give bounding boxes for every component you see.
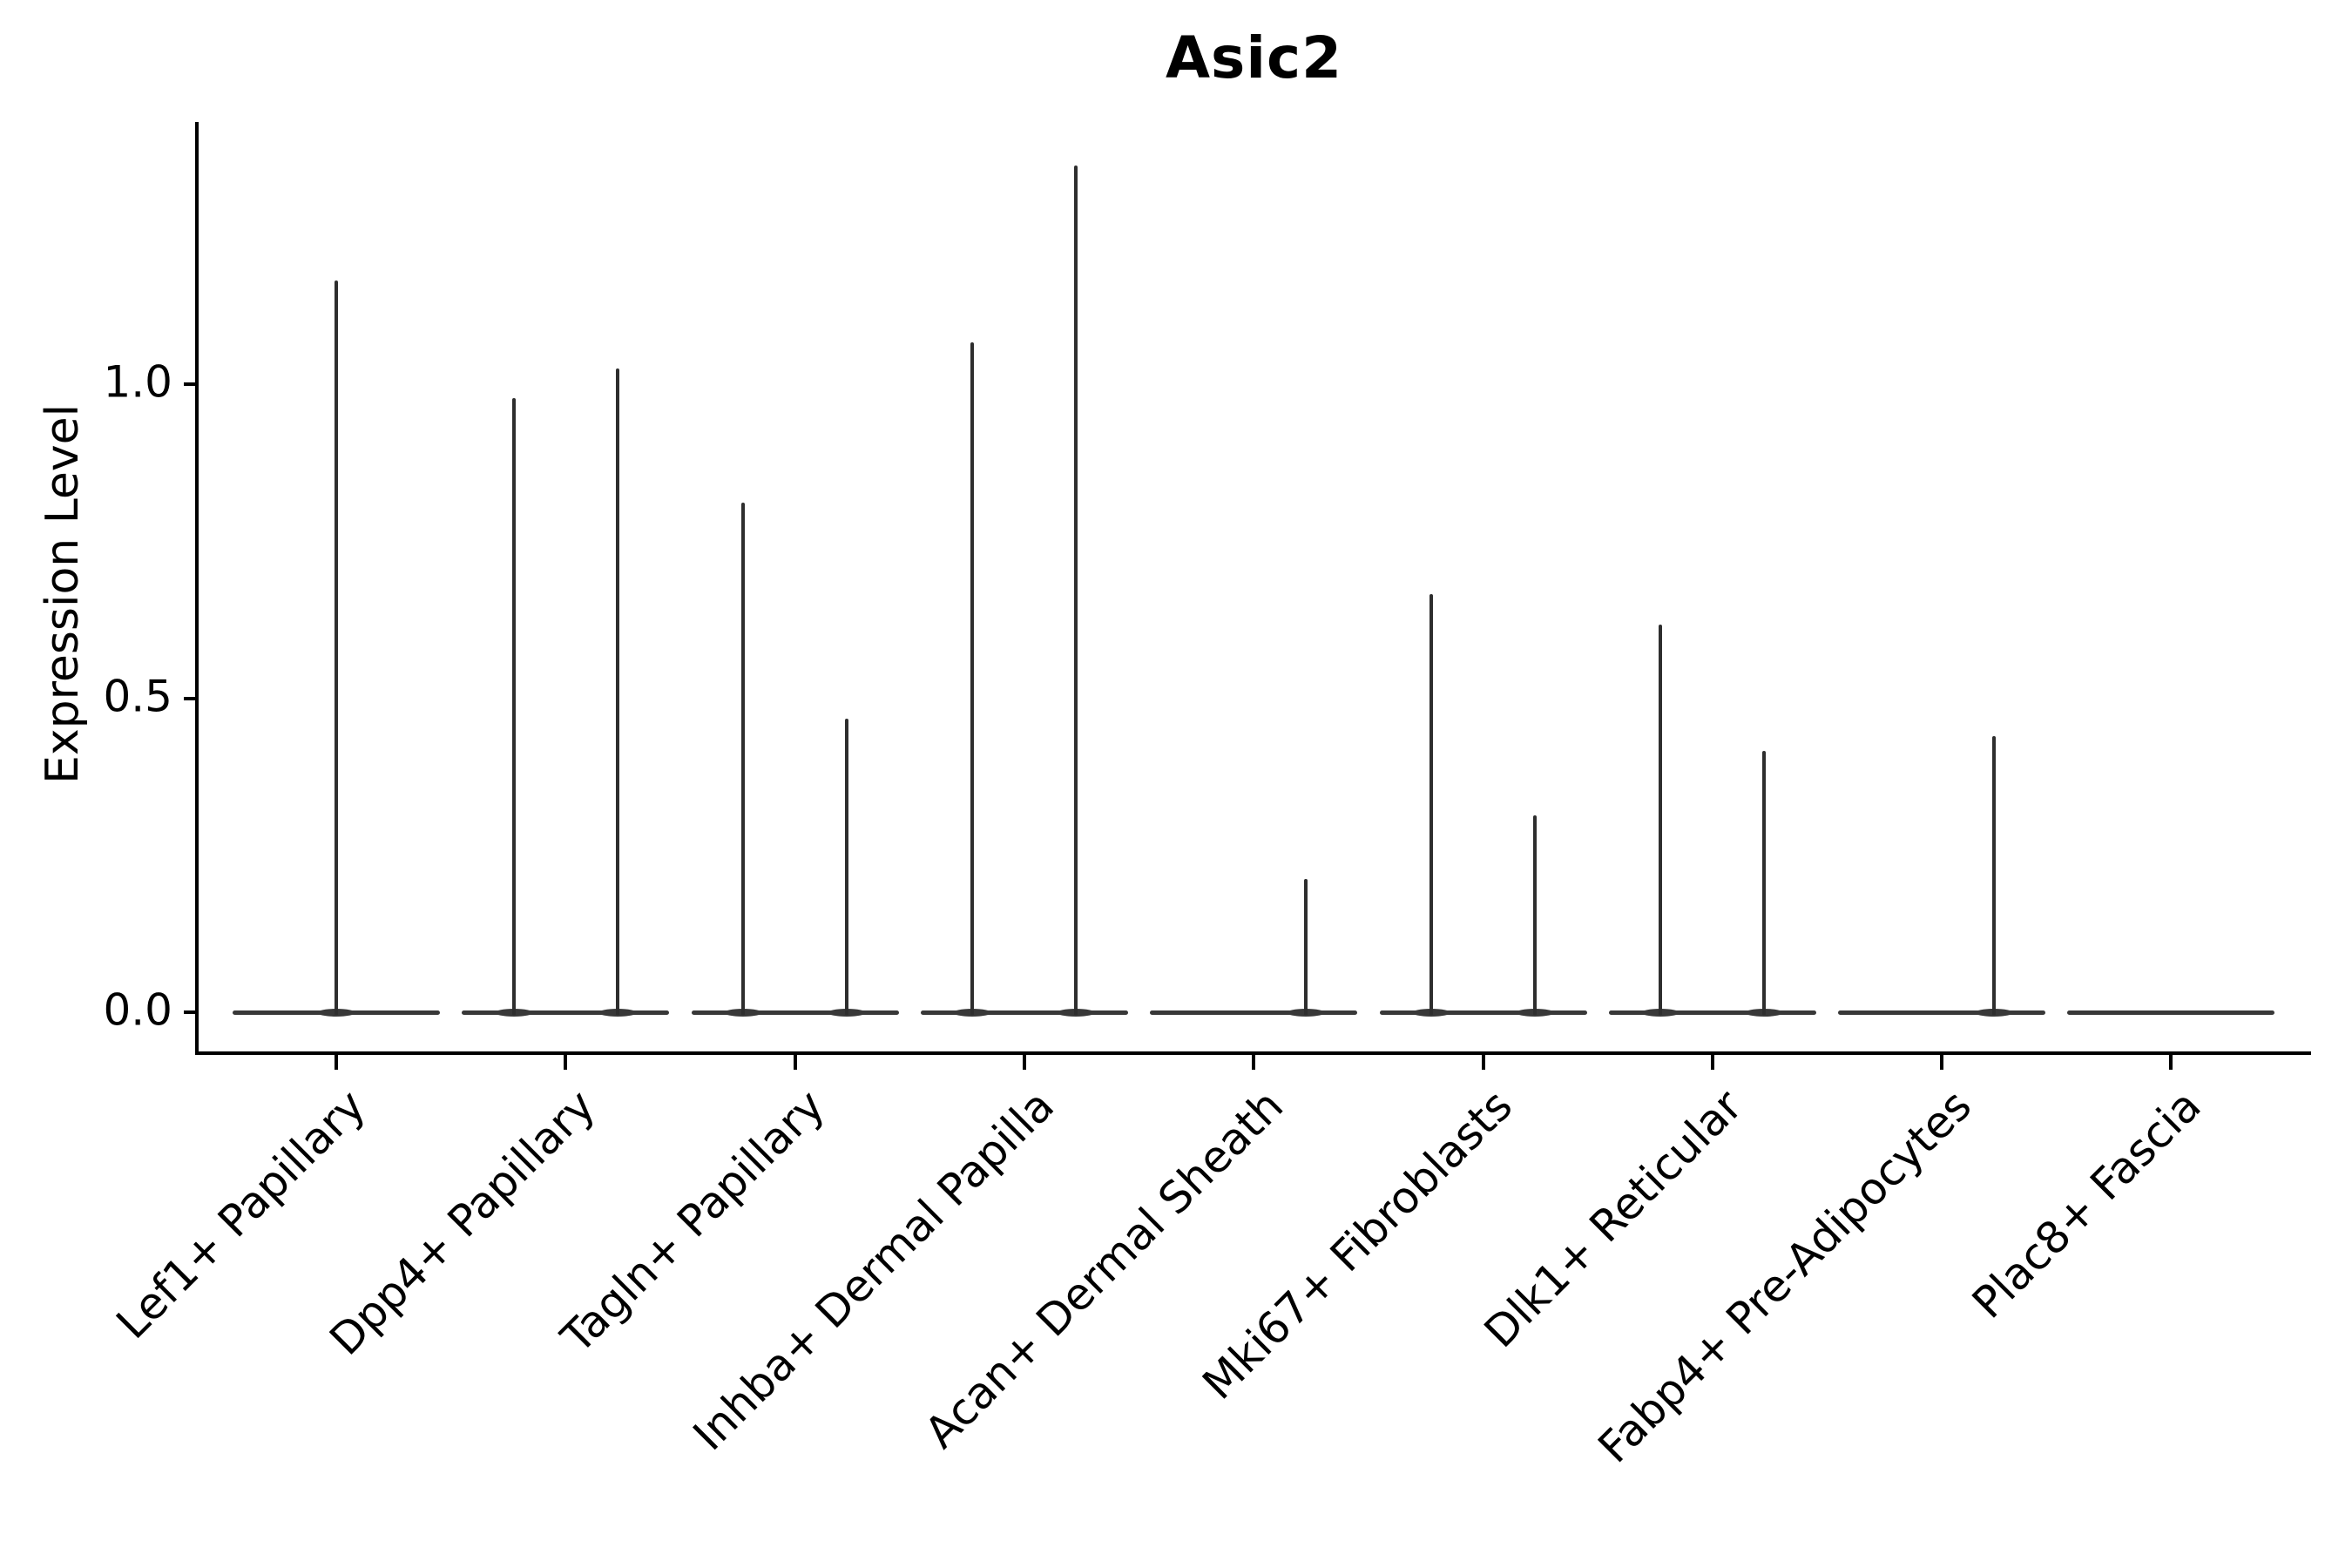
violin-base-strip <box>1150 1010 1358 1015</box>
y-axis-line <box>195 122 199 1055</box>
violin-base-strip <box>1608 1010 1816 1015</box>
x-tick-label-8: Fabp4+ Pre-Adipocytes <box>1588 1080 1982 1473</box>
plot-title: Asic2 <box>1165 24 1343 91</box>
x-tick-mark <box>1940 1055 1944 1070</box>
violin-base-strip <box>920 1010 1128 1015</box>
violin-spike <box>741 503 746 1015</box>
violin-spike <box>1429 593 1433 1015</box>
x-tick-mark <box>793 1055 797 1070</box>
violin-spike <box>1303 879 1308 1015</box>
x-tick-mark <box>564 1055 568 1070</box>
y-tick-mark <box>184 696 197 700</box>
x-tick-label-9: Plac8+ Fascia <box>1962 1080 2211 1328</box>
violin-spike <box>335 280 338 1015</box>
y-tick-mark <box>184 382 197 386</box>
violin-base-strip <box>691 1010 899 1015</box>
y-tick-mark <box>184 1010 197 1014</box>
violin-spike <box>970 341 975 1015</box>
x-tick-mark <box>1022 1055 1026 1070</box>
violin-spike <box>1659 625 1663 1015</box>
y-tick-label: 1.0 <box>103 356 172 408</box>
x-tick-mark <box>1252 1055 1256 1070</box>
x-axis-line <box>195 1051 2311 1055</box>
violin-spike <box>1074 166 1078 1015</box>
violin-spike <box>511 397 516 1015</box>
y-tick-label: 0.0 <box>103 984 172 1036</box>
violin-base-strip <box>1838 1010 2046 1015</box>
x-tick-mark <box>1710 1055 1714 1070</box>
violin-base-strip <box>1379 1010 1587 1015</box>
y-axis-label: Expression Level <box>37 403 89 785</box>
violin-spike <box>845 719 849 1015</box>
violin-base-strip <box>462 1010 670 1015</box>
y-tick-label: 0.5 <box>103 671 172 722</box>
x-tick-mark <box>335 1055 338 1070</box>
x-tick-mark <box>2169 1055 2173 1070</box>
violin-base-strip <box>2067 1010 2275 1015</box>
x-tick-label-1: Lef1+ Papillary <box>106 1080 376 1349</box>
violin-spike <box>1533 815 1537 1015</box>
violin-spike <box>615 368 619 1015</box>
violin-spike <box>1991 735 1996 1015</box>
violin-spike <box>1762 751 1767 1015</box>
x-tick-mark <box>1481 1055 1485 1070</box>
